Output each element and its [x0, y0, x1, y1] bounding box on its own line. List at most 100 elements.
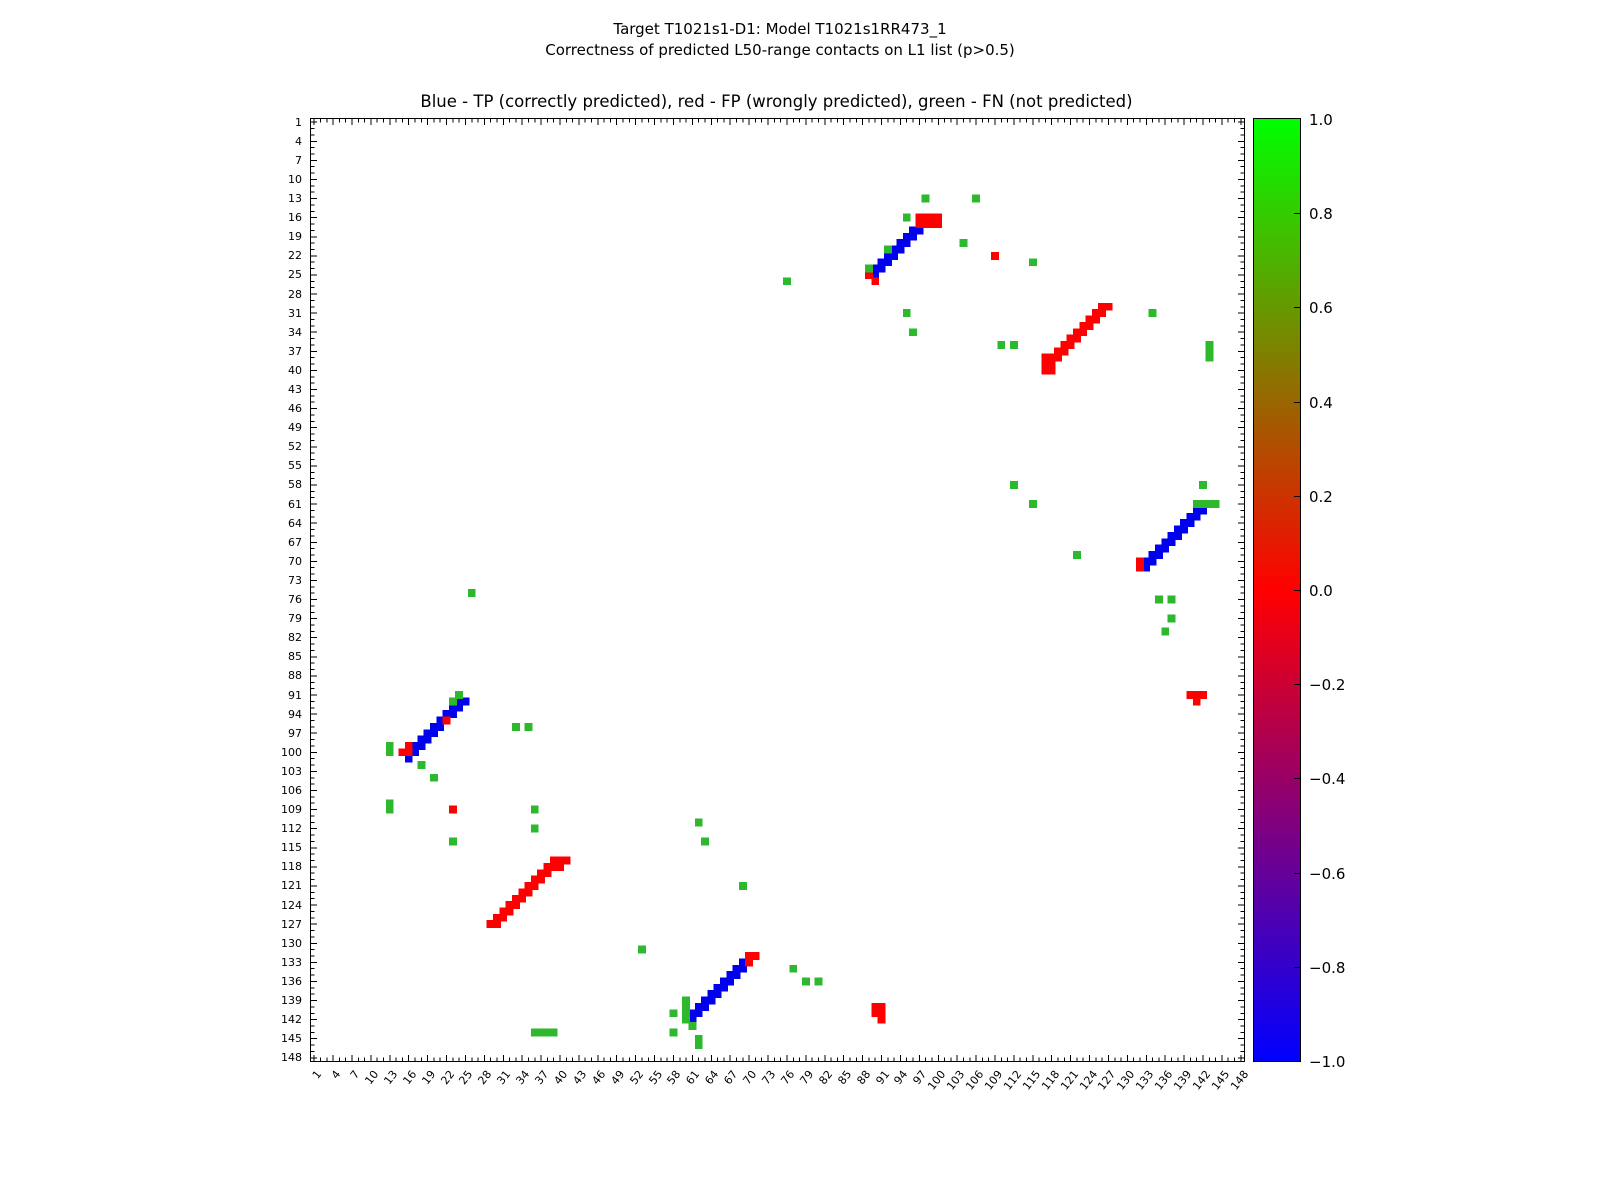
contact-point-tp: [909, 232, 917, 241]
contact-point-fn: [883, 245, 892, 254]
contact-point-fp: [518, 894, 527, 903]
contact-point-fp: [1054, 347, 1062, 356]
x-tick-label: 43: [570, 1068, 590, 1088]
x-tick-label: 22: [437, 1068, 457, 1088]
x-tick-label: 145: [1208, 1068, 1233, 1093]
contact-point-fn: [902, 309, 911, 318]
contact-point-fp: [1192, 697, 1201, 706]
contact-point-tp: [417, 735, 426, 744]
x-tick-label: 58: [664, 1068, 684, 1088]
contact-point-tp: [896, 245, 905, 254]
contact-point-tp: [1173, 525, 1182, 534]
contact-point-tp: [707, 990, 716, 999]
x-tick-label: 1: [309, 1068, 325, 1082]
x-tick-label: 112: [1000, 1068, 1025, 1093]
contact-point-fp: [511, 901, 520, 909]
figure-title-line-1: Target T1021s1-D1: Model T1021s1RR473_1: [613, 20, 947, 38]
contact-point-fp: [991, 251, 999, 260]
contact-point-fn: [682, 1015, 691, 1024]
contact-point-fn: [1199, 481, 1207, 489]
x-tick-label: 109: [982, 1068, 1006, 1093]
x-tick-label: 61: [683, 1068, 703, 1088]
x-tick-label: 139: [1171, 1068, 1195, 1093]
x-tick-label: 88: [853, 1068, 873, 1088]
contact-point-fn: [467, 589, 476, 598]
contact-point-tp: [688, 1015, 697, 1024]
contact-point-fn: [997, 341, 1006, 349]
contact-point-tp: [1154, 551, 1163, 559]
contact-point-fp: [1079, 328, 1088, 337]
contact-point-tp: [877, 264, 886, 273]
y-tick-label: 55: [288, 459, 302, 473]
contact-point-fp: [556, 856, 564, 865]
y-tick-label: 100: [281, 745, 302, 759]
contact-point-fp: [877, 1009, 886, 1018]
x-tick-label: 73: [759, 1068, 779, 1088]
contact-point-tp: [423, 735, 432, 744]
x-tick-label: 76: [778, 1068, 798, 1088]
x-tick-label: 103: [944, 1068, 968, 1093]
y-tick-label: 10: [288, 172, 302, 186]
contact-point-tp: [1148, 551, 1157, 559]
x-axis-tick-labels: 1 4 7 10 13 16 19 22 25 28 31 34 37 40 43 46 49 52 55 58 61 6…: [309, 1062, 1251, 1162]
y-tick-label: 46: [288, 402, 302, 416]
contact-point-fp: [499, 907, 508, 916]
contact-point-fn: [682, 1002, 691, 1011]
y-tick-label: 19: [288, 230, 302, 244]
y-tick-label: 34: [288, 325, 302, 339]
y-tick-label: 148: [281, 1051, 302, 1065]
contact-point-fn: [783, 277, 791, 286]
y-tick-label: 142: [281, 1013, 302, 1027]
contact-point-fp: [543, 869, 552, 878]
y-tick-label: 145: [281, 1032, 302, 1046]
contact-point-fp: [1066, 334, 1075, 343]
contact-point-tp: [455, 697, 464, 706]
x-tick-label: 49: [608, 1068, 627, 1088]
x-tick-label: 148: [1227, 1068, 1252, 1093]
x-tick-label: 31: [494, 1068, 514, 1088]
contact-point-fp: [1186, 691, 1195, 699]
y-tick-label: 16: [288, 211, 302, 225]
contact-point-fp: [1104, 302, 1113, 311]
y-tick-label: 25: [288, 268, 302, 282]
contact-point-tp: [1186, 512, 1195, 521]
contact-point-fn: [1205, 353, 1214, 362]
contact-point-fp: [934, 213, 943, 222]
contact-point-fn: [688, 1022, 697, 1030]
colorbar-tick-label: 0.0: [1309, 582, 1333, 600]
x-tick-label: 136: [1152, 1068, 1176, 1093]
contact-point-fn: [448, 837, 457, 846]
contact-point-tp: [871, 264, 880, 273]
contact-point-fp: [745, 958, 754, 967]
contact-point-fn: [1205, 341, 1214, 349]
contact-point-fp: [493, 913, 501, 922]
contact-point-fn: [1199, 500, 1207, 509]
contact-point-tp: [423, 729, 432, 738]
colorbar-tick-label: −0.6: [1309, 864, 1346, 883]
contact-point-fn: [682, 1009, 691, 1018]
contact-point-fn: [455, 691, 464, 699]
contact-point-fn: [530, 824, 539, 833]
contact-point-fp: [1085, 321, 1094, 330]
contact-point-tp: [719, 983, 728, 992]
contact-point-fp: [1047, 353, 1056, 362]
contact-point-tp: [890, 245, 899, 254]
contact-point-fn: [385, 799, 394, 808]
x-tick-label: 13: [381, 1068, 401, 1088]
x-tick-label: 7: [347, 1068, 363, 1082]
contact-point-fp: [1091, 309, 1100, 318]
colorbar-tick-label: −0.8: [1309, 958, 1346, 977]
contact-point-fp: [562, 856, 571, 865]
contact-point-fn: [429, 773, 438, 782]
contact-point-tp: [738, 964, 747, 973]
y-tick-label: 76: [288, 593, 302, 607]
colorbar-tick-label: 0.8: [1309, 205, 1333, 224]
x-tick-label: 106: [963, 1068, 987, 1093]
y-tick-label: 49: [288, 421, 302, 435]
contact-point-tp: [694, 1002, 703, 1011]
y-tick-label: 67: [288, 535, 302, 549]
x-tick-label: 118: [1038, 1068, 1062, 1093]
contact-point-tp: [883, 251, 892, 260]
contact-point-fn: [801, 977, 810, 986]
